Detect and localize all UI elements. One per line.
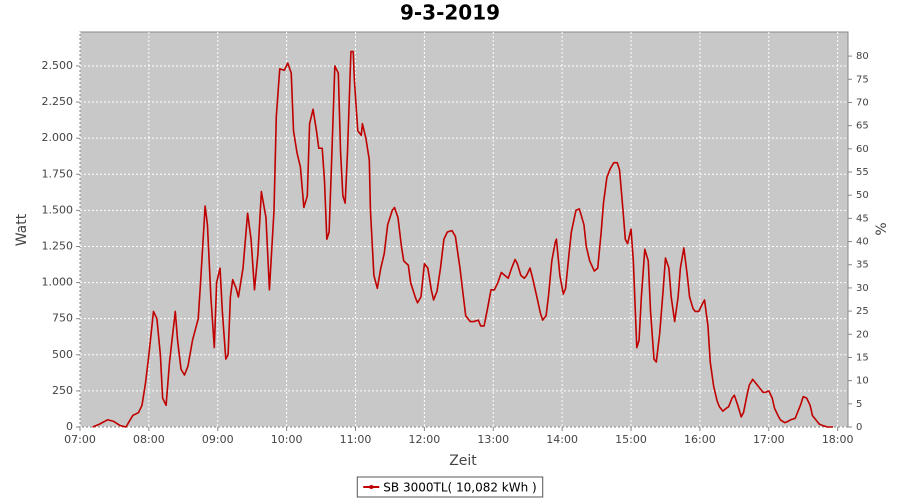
x-tick-label: 08:00 bbox=[133, 433, 165, 446]
y-tick-label: 250 bbox=[52, 384, 73, 397]
x-axis-label: Zeit bbox=[449, 453, 477, 469]
x-tick-label: 14:00 bbox=[546, 433, 578, 446]
y-tick-label: 750 bbox=[52, 312, 73, 325]
x-tick-label: 17:00 bbox=[753, 433, 785, 446]
y2-axis-label: % bbox=[874, 222, 890, 235]
y2-tick-label: 30 bbox=[856, 283, 869, 294]
x-tick-label: 10:00 bbox=[271, 433, 303, 446]
y2-tick-label: 20 bbox=[856, 329, 869, 340]
y2-tick-label: 25 bbox=[856, 306, 869, 317]
y2-tick-label: 40 bbox=[856, 237, 869, 248]
data-line bbox=[92, 50, 834, 428]
y-tick-label: 1.500 bbox=[42, 203, 74, 216]
y2-tick-label: 0 bbox=[856, 422, 862, 433]
x-tick-label: 12:00 bbox=[409, 433, 441, 446]
chart-title: 9-3-2019 bbox=[400, 1, 500, 25]
y2-tick-label: 75 bbox=[856, 74, 869, 85]
y-tick-label: 1.750 bbox=[42, 167, 74, 180]
legend-box bbox=[356, 476, 544, 498]
y2-tick-label: 65 bbox=[856, 121, 869, 132]
y-axis-label: Watt bbox=[14, 213, 30, 246]
x-tick-label: 13:00 bbox=[477, 433, 509, 446]
y2-tick-label: 60 bbox=[856, 144, 869, 155]
y2-tick-label: 35 bbox=[856, 260, 869, 271]
legend: SB 3000TL( 10,082 kWh ) bbox=[356, 476, 544, 498]
x-tick-label: 18:00 bbox=[822, 433, 854, 446]
y2-tick-label: 10 bbox=[856, 376, 869, 387]
x-tick-label: 16:00 bbox=[684, 433, 716, 446]
y-tick-label: 0 bbox=[66, 420, 73, 433]
y2-tick-label: 5 bbox=[856, 399, 862, 410]
y2-tick-label: 80 bbox=[856, 51, 869, 62]
y-tick-label: 1.000 bbox=[42, 276, 74, 289]
x-tick-label: 07:00 bbox=[64, 433, 96, 446]
y-tick-label: 1.250 bbox=[42, 239, 74, 252]
y-tick-label: 2.250 bbox=[42, 95, 74, 108]
y2-tick-label: 55 bbox=[856, 167, 869, 178]
y2-tick-label: 15 bbox=[856, 352, 869, 363]
legend-label: SB 3000TL( 10,082 kWh ) bbox=[383, 481, 536, 495]
y-tick-label: 2.500 bbox=[42, 59, 74, 72]
y2-tick-label: 45 bbox=[856, 213, 869, 224]
y2-tick-label: 50 bbox=[856, 190, 869, 201]
x-tick-label: 09:00 bbox=[202, 433, 234, 446]
x-tick-label: 15:00 bbox=[615, 433, 647, 446]
x-tick-label: 11:00 bbox=[340, 433, 372, 446]
y-tick-label: 2.000 bbox=[42, 131, 74, 144]
y-tick-label: 500 bbox=[52, 348, 73, 361]
legend-swatch-dot bbox=[369, 485, 374, 489]
y2-tick-label: 70 bbox=[856, 97, 869, 108]
plot-area bbox=[79, 31, 849, 428]
